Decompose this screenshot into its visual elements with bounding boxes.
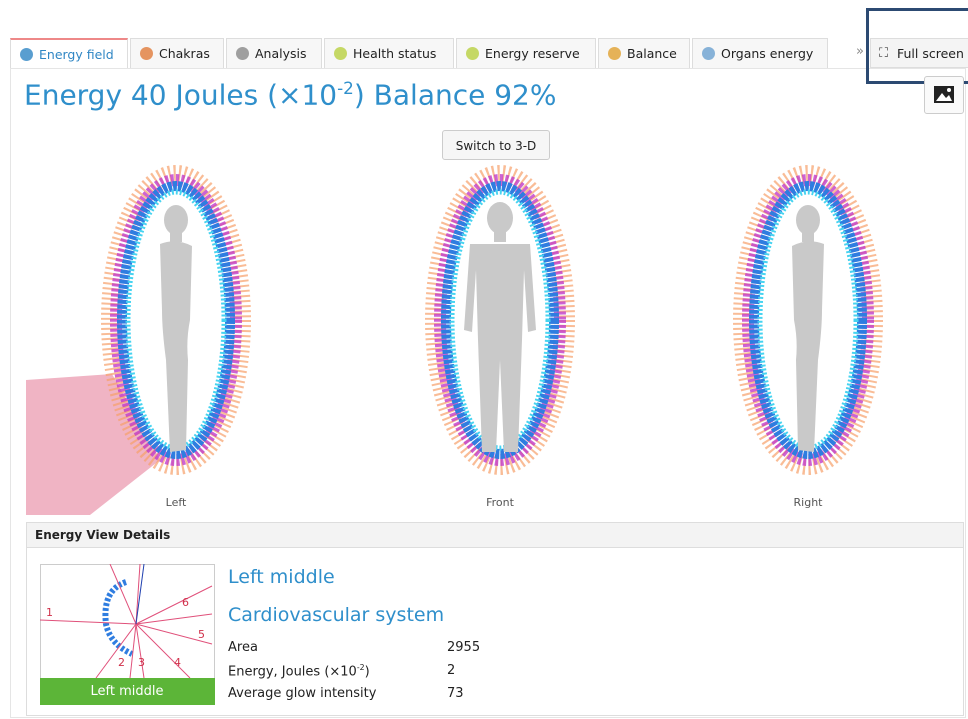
tab-overflow[interactable]: » <box>856 44 864 59</box>
tab[interactable]: Health status <box>324 38 454 68</box>
row-label-text: Energy, Joules (×10 <box>228 664 357 680</box>
tab-label: Energy field <box>39 47 114 62</box>
headline-rest: ) Balance 92% <box>353 78 557 112</box>
highlight-box <box>866 8 968 84</box>
segment-number: 3 <box>138 656 145 669</box>
fullscreen-tab[interactable]: ⛶ Full screen <box>870 38 968 68</box>
tab[interactable]: Energy reserve <box>456 38 596 68</box>
tab-label: Organs energy <box>721 46 814 61</box>
segment-number: 2 <box>118 656 125 669</box>
fullscreen-label: Full screen <box>897 46 964 61</box>
fullscreen-icon: ⛶ <box>879 46 889 61</box>
system-name: Cardiovascular system <box>228 604 445 626</box>
row-label-exponent: -2 <box>356 663 365 672</box>
row-label: Area <box>228 640 258 655</box>
details-header: Energy View Details <box>27 523 963 548</box>
tab[interactable]: Energy field <box>10 38 128 68</box>
tab-icon <box>702 47 715 60</box>
tab[interactable]: Organs energy <box>692 38 828 68</box>
row-label-suffix: ) <box>364 664 370 680</box>
image-icon <box>934 86 954 103</box>
headline-text: Energy 40 Joules (×10 <box>24 78 338 112</box>
aura-right <box>742 174 874 466</box>
tab[interactable]: Balance <box>598 38 690 68</box>
row-label-text: Area <box>228 640 258 655</box>
zone-name: Left middle <box>228 566 335 588</box>
zone-label: Left middle <box>91 684 164 699</box>
tab-icon <box>20 48 33 61</box>
headline: Energy 40 Joules (×10-2) Balance 92% <box>24 78 556 111</box>
tab-icon <box>334 47 347 60</box>
aura-front <box>434 174 566 466</box>
segment-number: 5 <box>198 628 205 641</box>
tab-icon <box>608 47 621 60</box>
tab-label: Energy reserve <box>485 46 580 61</box>
tab[interactable]: Analysis <box>226 38 322 68</box>
tab-icon <box>466 47 479 60</box>
view-label: Left <box>165 496 187 509</box>
headline-exponent: -2 <box>337 78 354 98</box>
image-button[interactable] <box>924 76 964 114</box>
row-label-text: Average glow intensity <box>228 686 377 701</box>
view-label: Right <box>793 496 823 509</box>
content-frame <box>10 68 966 718</box>
segment-number: 4 <box>174 656 181 669</box>
row-value: 2 <box>447 663 456 678</box>
row-value: 73 <box>447 686 464 701</box>
tab-icon <box>236 47 249 60</box>
row-label: Energy, Joules (×10-2) <box>228 663 370 679</box>
view-label: Front <box>486 496 514 509</box>
aura-views <box>26 160 968 515</box>
tab-label: Health status <box>353 46 437 61</box>
segment-number: 6 <box>182 596 189 609</box>
tab[interactable]: Chakras <box>130 38 224 68</box>
details-panel: Energy View Details <box>26 522 964 716</box>
tab-label: Analysis <box>255 46 307 61</box>
tab-label: Chakras <box>159 46 210 61</box>
row-label: Average glow intensity <box>228 686 376 701</box>
tab-icon <box>140 47 153 60</box>
segment-number: 1 <box>46 606 53 619</box>
switch-3d-button[interactable]: Switch to 3-D <box>442 130 550 160</box>
zone-thumbnail: 12 3 456 Left middle <box>40 564 215 705</box>
row-value: 2955 <box>447 640 481 655</box>
tab-label: Balance <box>627 46 677 61</box>
